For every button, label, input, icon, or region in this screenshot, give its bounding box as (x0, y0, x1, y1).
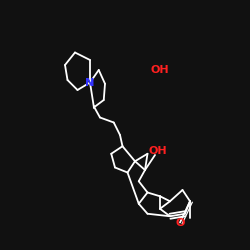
Text: O: O (175, 218, 185, 228)
Text: N: N (86, 78, 94, 88)
Text: OH: OH (148, 146, 167, 156)
Text: OH: OH (151, 65, 169, 75)
Text: N: N (86, 78, 94, 88)
